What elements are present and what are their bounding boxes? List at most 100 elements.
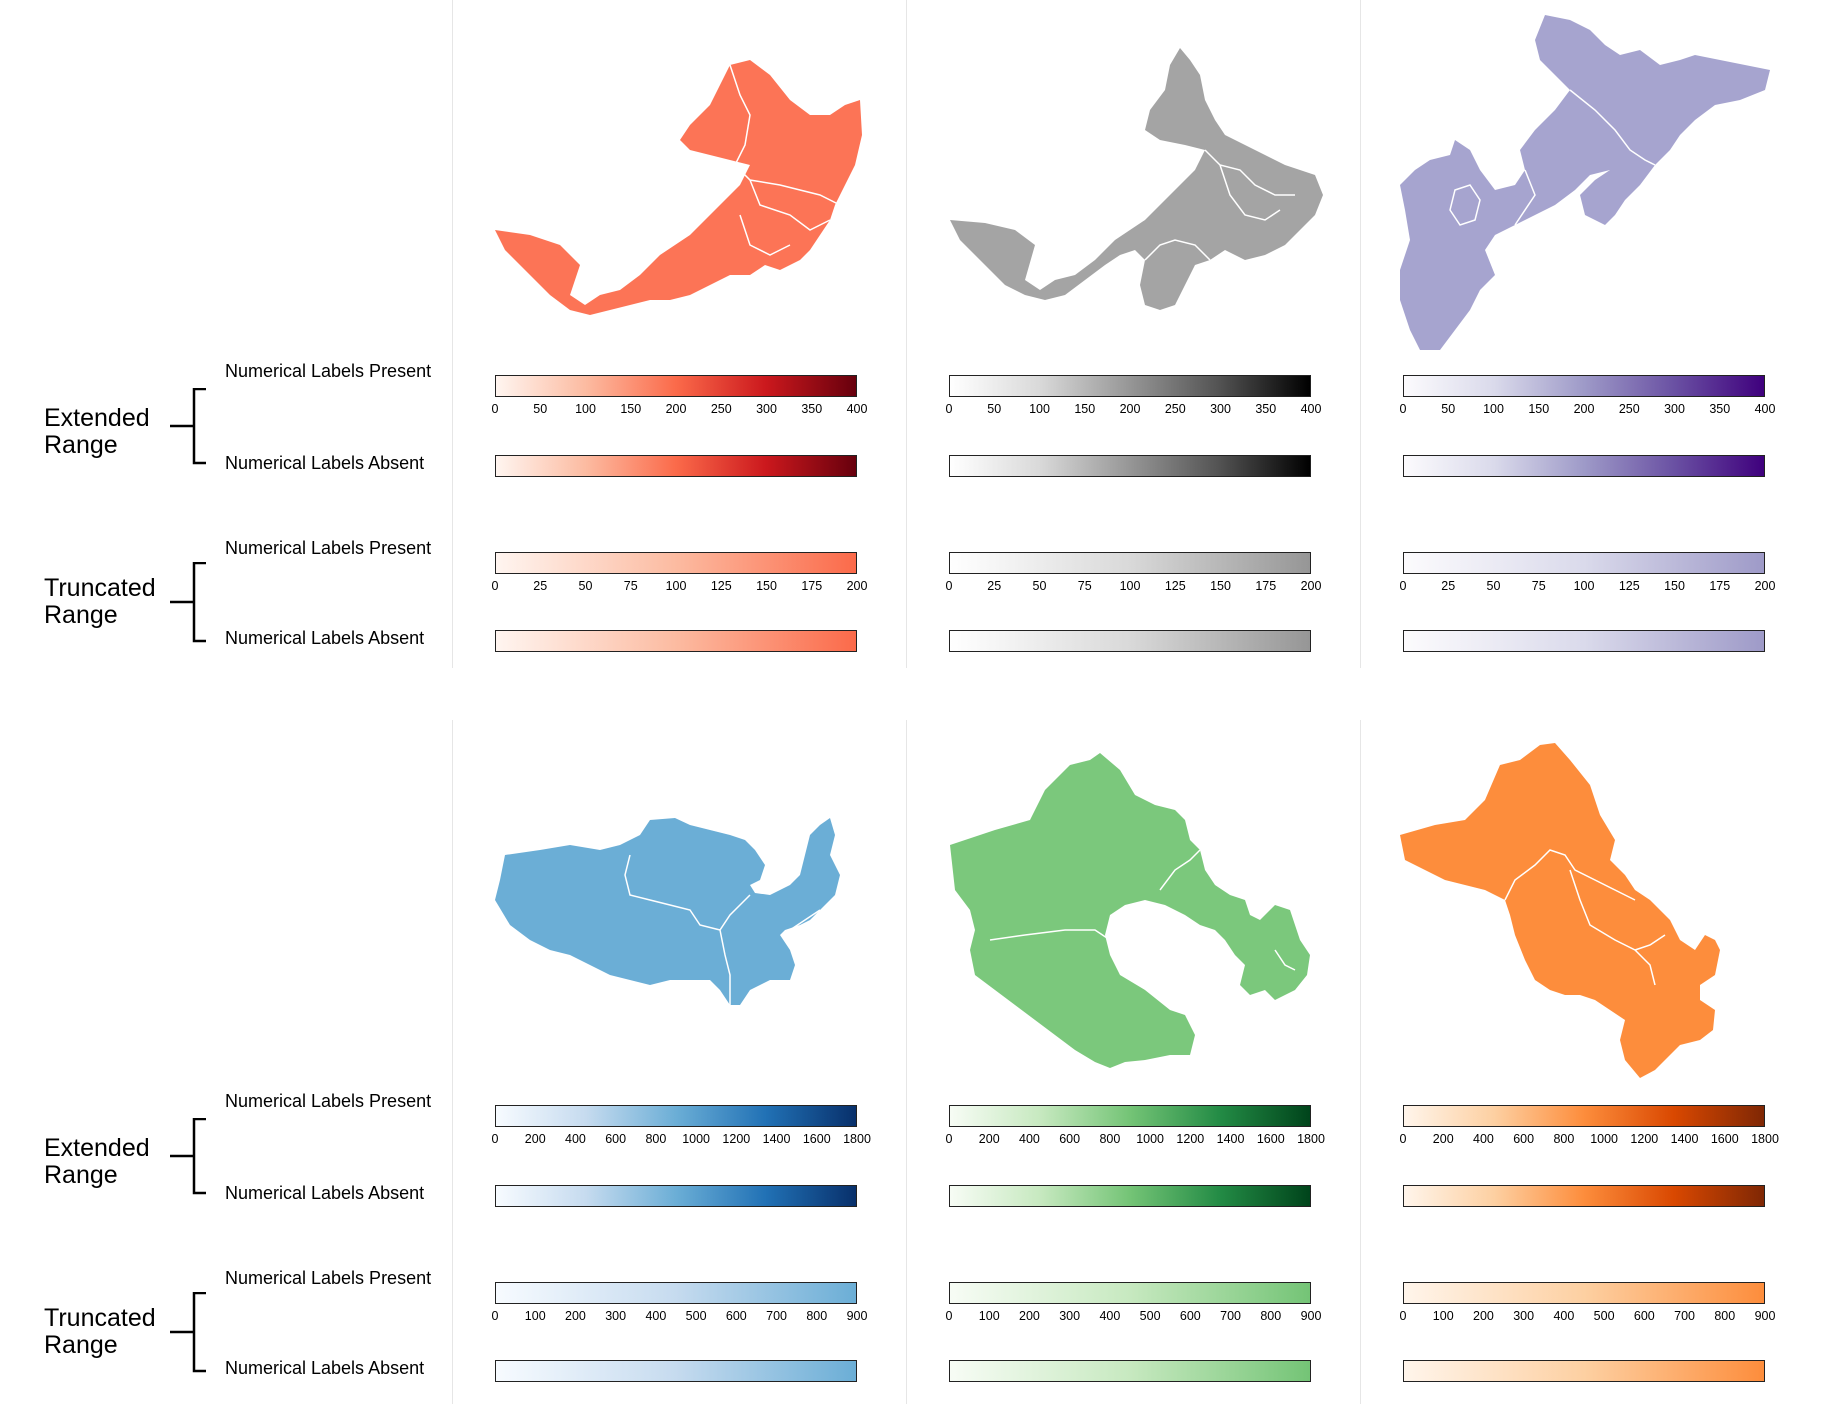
tick-label: 200 bbox=[1754, 579, 1776, 593]
colorbar bbox=[495, 1360, 857, 1382]
column-divider bbox=[906, 720, 907, 1404]
colorbar-ticks: 0 100 200 300 400 500 600 700 800 900 bbox=[491, 1309, 868, 1327]
tick-label: 0 bbox=[491, 579, 499, 593]
tick-label: 1800 bbox=[1297, 1132, 1325, 1146]
tick-label: 200 bbox=[846, 579, 868, 593]
tick-label: 900 bbox=[1754, 1309, 1776, 1323]
tick-label: 1400 bbox=[1216, 1132, 1245, 1146]
colorbar bbox=[495, 552, 857, 574]
group-title: Truncated Range bbox=[44, 574, 156, 629]
gray-region-map bbox=[950, 48, 1323, 310]
colorbar bbox=[949, 1360, 1311, 1382]
colorbar bbox=[1403, 375, 1765, 397]
tick-label: 100 bbox=[978, 1309, 1000, 1323]
colorbar-ticks: 0 100 200 300 400 500 600 700 800 900 bbox=[945, 1309, 1322, 1327]
tick-label: 125 bbox=[1618, 579, 1640, 593]
row-label: Numerical Labels Absent bbox=[225, 628, 425, 648]
tick-label: 600 bbox=[1633, 1309, 1655, 1323]
colorbar-ticks: 0 25 50 75 100 125 150 175 200 bbox=[945, 579, 1322, 597]
tick-label: 300 bbox=[1210, 402, 1231, 416]
tick-label: 400 bbox=[1019, 1132, 1040, 1146]
region-border bbox=[989, 849, 1296, 971]
group-title: Extended Range bbox=[44, 404, 150, 459]
tick-label: 1400 bbox=[1670, 1132, 1699, 1146]
colorbar bbox=[1403, 630, 1765, 652]
tick-label: 1600 bbox=[1256, 1132, 1285, 1146]
tick-label: 300 bbox=[756, 402, 777, 416]
tick-label: 200 bbox=[1573, 402, 1595, 416]
row-label: Numerical Labels Absent bbox=[225, 1358, 425, 1378]
tick-label: 1200 bbox=[1176, 1132, 1205, 1146]
tick-label: 800 bbox=[1553, 1132, 1575, 1146]
tick-label: 0 bbox=[1399, 402, 1407, 416]
tick-label: 75 bbox=[623, 579, 638, 593]
tick-label: 100 bbox=[524, 1309, 546, 1323]
tick-label: 500 bbox=[1139, 1309, 1161, 1323]
tick-label: 125 bbox=[710, 579, 732, 593]
tick-label: 50 bbox=[1441, 402, 1456, 416]
colorbar bbox=[1403, 1185, 1765, 1207]
group-bracket bbox=[170, 388, 206, 465]
row-label: Numerical Labels Present bbox=[225, 1091, 432, 1111]
tick-label: 200 bbox=[1473, 1309, 1494, 1323]
tick-label: 50 bbox=[1486, 579, 1501, 593]
tick-label: 1200 bbox=[1630, 1132, 1659, 1146]
orange-region-map bbox=[1400, 743, 1720, 1078]
tick-label: 400 bbox=[1300, 402, 1322, 416]
group-title: Extended Range bbox=[44, 1134, 150, 1189]
colorbar bbox=[495, 1185, 857, 1207]
tick-label: 400 bbox=[1099, 1309, 1121, 1323]
map-region bbox=[495, 818, 840, 1005]
group-title: Truncated Range bbox=[44, 1304, 156, 1359]
group-bracket bbox=[170, 1292, 206, 1373]
tick-label: 200 bbox=[1300, 579, 1322, 593]
tick-label: 1600 bbox=[802, 1132, 831, 1146]
tick-label: 400 bbox=[1553, 1309, 1575, 1323]
colorbar-ticks: 0 200 400 600 800 1000 1200 1400 1600 1800 bbox=[945, 1132, 1325, 1150]
tick-label: 0 bbox=[1399, 579, 1407, 593]
map-region bbox=[1400, 15, 1770, 350]
tick-label: 175 bbox=[801, 579, 823, 593]
tick-label: 700 bbox=[1220, 1309, 1241, 1323]
tick-label: 600 bbox=[1059, 1132, 1081, 1146]
tick-label: 0 bbox=[945, 1309, 953, 1323]
tick-label: 100 bbox=[1029, 402, 1050, 416]
tick-label: 500 bbox=[685, 1309, 707, 1323]
tick-label: 200 bbox=[1432, 1132, 1454, 1146]
row-label: Numerical Labels Absent bbox=[225, 1183, 425, 1203]
tick-label: 200 bbox=[565, 1309, 586, 1323]
tick-label: 800 bbox=[1714, 1309, 1736, 1323]
tick-label: 150 bbox=[1528, 402, 1550, 416]
tick-label: 350 bbox=[1709, 402, 1731, 416]
tick-label: 500 bbox=[1593, 1309, 1615, 1323]
tick-label: 100 bbox=[1483, 402, 1504, 416]
red-region-map bbox=[495, 60, 862, 315]
tick-label: 100 bbox=[1119, 579, 1141, 593]
region-border bbox=[624, 854, 821, 1005]
tick-label: 400 bbox=[1754, 402, 1776, 416]
column-divider bbox=[452, 0, 453, 668]
tick-label: 0 bbox=[491, 1309, 499, 1323]
colorbar bbox=[949, 1282, 1311, 1304]
tick-label: 300 bbox=[1059, 1309, 1081, 1323]
colorbar-ticks: 0 50 100 150 200 250 300 350 400 bbox=[492, 402, 868, 420]
map-region bbox=[950, 48, 1323, 310]
tick-label: 0 bbox=[945, 579, 953, 593]
group-bracket bbox=[170, 562, 206, 643]
tick-label: 400 bbox=[846, 402, 868, 416]
tick-label: 400 bbox=[645, 1309, 667, 1323]
region-border bbox=[1504, 849, 1666, 986]
colorbar bbox=[949, 552, 1311, 574]
tick-label: 800 bbox=[645, 1132, 667, 1146]
tick-label: 125 bbox=[1164, 579, 1186, 593]
column-divider bbox=[906, 0, 907, 668]
tick-label: 800 bbox=[806, 1309, 828, 1323]
colorbar-ticks: 0 200 400 600 800 1000 1200 1400 1600 1800 bbox=[1400, 1132, 1779, 1150]
tick-label: 0 bbox=[945, 1132, 953, 1146]
tick-label: 50 bbox=[1032, 579, 1047, 593]
colorbar-ticks: 0 25 50 75 100 125 150 175 200 bbox=[491, 579, 868, 597]
tick-label: 150 bbox=[756, 579, 777, 593]
tick-label: 600 bbox=[605, 1132, 627, 1146]
tick-label: 75 bbox=[1531, 579, 1546, 593]
region-border bbox=[729, 64, 841, 256]
